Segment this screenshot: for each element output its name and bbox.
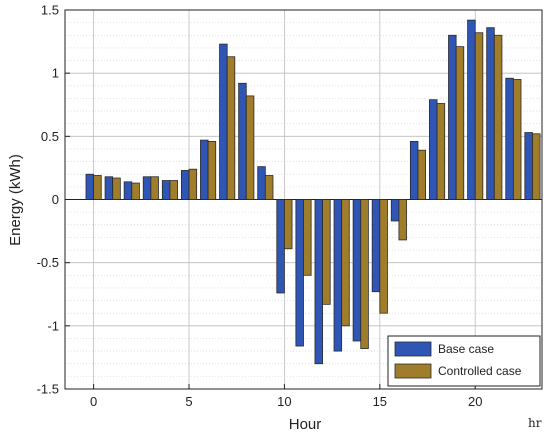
bar-controlled-case bbox=[93, 175, 102, 200]
bar-controlled-case bbox=[245, 95, 255, 200]
bar-base-case bbox=[257, 166, 266, 200]
bar-base-case bbox=[219, 43, 228, 200]
x-tick-label: 20 bbox=[468, 394, 482, 409]
bar-controlled-case bbox=[493, 34, 503, 200]
bar-base-case bbox=[505, 77, 514, 200]
bar-controlled-case bbox=[322, 199, 331, 305]
x-tick-label: 0 bbox=[90, 394, 97, 409]
bar-base-case bbox=[276, 199, 285, 294]
legend: Base case Controlled case bbox=[387, 335, 541, 387]
bar-controlled-case bbox=[150, 176, 159, 200]
bar-base-case bbox=[238, 82, 247, 200]
bar-base-case bbox=[467, 19, 476, 200]
y-tick-label: -1.5 bbox=[37, 382, 59, 397]
x-tick-label: 10 bbox=[277, 394, 291, 409]
bar-controlled-case bbox=[532, 133, 541, 200]
bar-base-case bbox=[295, 199, 304, 347]
x-axis-label: Hour bbox=[289, 416, 322, 433]
bar-base-case bbox=[85, 173, 95, 200]
bar-base-case bbox=[142, 176, 152, 200]
legend-label-base-case: Base case bbox=[438, 342, 494, 356]
bar-controlled-case bbox=[341, 199, 350, 327]
bar-controlled-case bbox=[169, 180, 178, 200]
bar-controlled-case bbox=[474, 32, 484, 200]
bar-controlled-case bbox=[512, 79, 522, 200]
legend-swatch-base-case bbox=[394, 341, 432, 357]
bar-base-case bbox=[409, 140, 419, 200]
bar-base-case bbox=[371, 199, 381, 293]
y-tick-label: 0.5 bbox=[41, 129, 59, 144]
bar-base-case bbox=[333, 199, 343, 352]
bar-base-case bbox=[524, 132, 533, 200]
bar-base-case bbox=[429, 99, 438, 200]
bar-controlled-case bbox=[188, 168, 198, 200]
legend-swatch-controlled-case bbox=[394, 363, 432, 379]
legend-label-controlled-case: Controlled case bbox=[438, 364, 522, 378]
bar-base-case bbox=[486, 27, 495, 200]
bar-base-case bbox=[314, 199, 323, 365]
bar-controlled-case bbox=[112, 177, 121, 200]
bar-controlled-case bbox=[207, 140, 217, 200]
y-tick-label: 1.5 bbox=[41, 3, 59, 18]
bar-base-case bbox=[390, 199, 400, 222]
bar-controlled-case bbox=[303, 199, 312, 276]
x-axis-unit-label: hr bbox=[528, 416, 542, 430]
bar-controlled-case bbox=[417, 149, 427, 200]
bars bbox=[85, 19, 541, 365]
bar-base-case bbox=[200, 139, 209, 200]
bar-controlled-case bbox=[455, 46, 465, 200]
y-tick-label: -1 bbox=[47, 318, 59, 333]
bar-controlled-case bbox=[131, 182, 140, 200]
x-tick-label: 5 bbox=[185, 394, 192, 409]
bar-controlled-case bbox=[398, 199, 407, 241]
bar-base-case bbox=[123, 181, 133, 200]
y-tick-label: -0.5 bbox=[37, 255, 59, 270]
bar-base-case bbox=[448, 34, 457, 200]
bar-base-case bbox=[352, 199, 362, 342]
y-axis-label: Energy (kWh) bbox=[7, 154, 24, 246]
bar-base-case bbox=[180, 170, 190, 200]
x-tick-label: 15 bbox=[373, 394, 387, 409]
bar-controlled-case bbox=[226, 56, 236, 200]
bar-base-case bbox=[104, 176, 114, 200]
bar-base-case bbox=[161, 180, 171, 200]
bar-controlled-case bbox=[264, 175, 274, 200]
y-tick-label: 1 bbox=[52, 66, 59, 81]
bar-controlled-case bbox=[284, 199, 293, 250]
y-tick-label: 0 bbox=[52, 192, 59, 207]
bar-controlled-case bbox=[379, 199, 388, 314]
bar-controlled-case bbox=[436, 103, 446, 200]
bar-controlled-case bbox=[360, 199, 369, 349]
